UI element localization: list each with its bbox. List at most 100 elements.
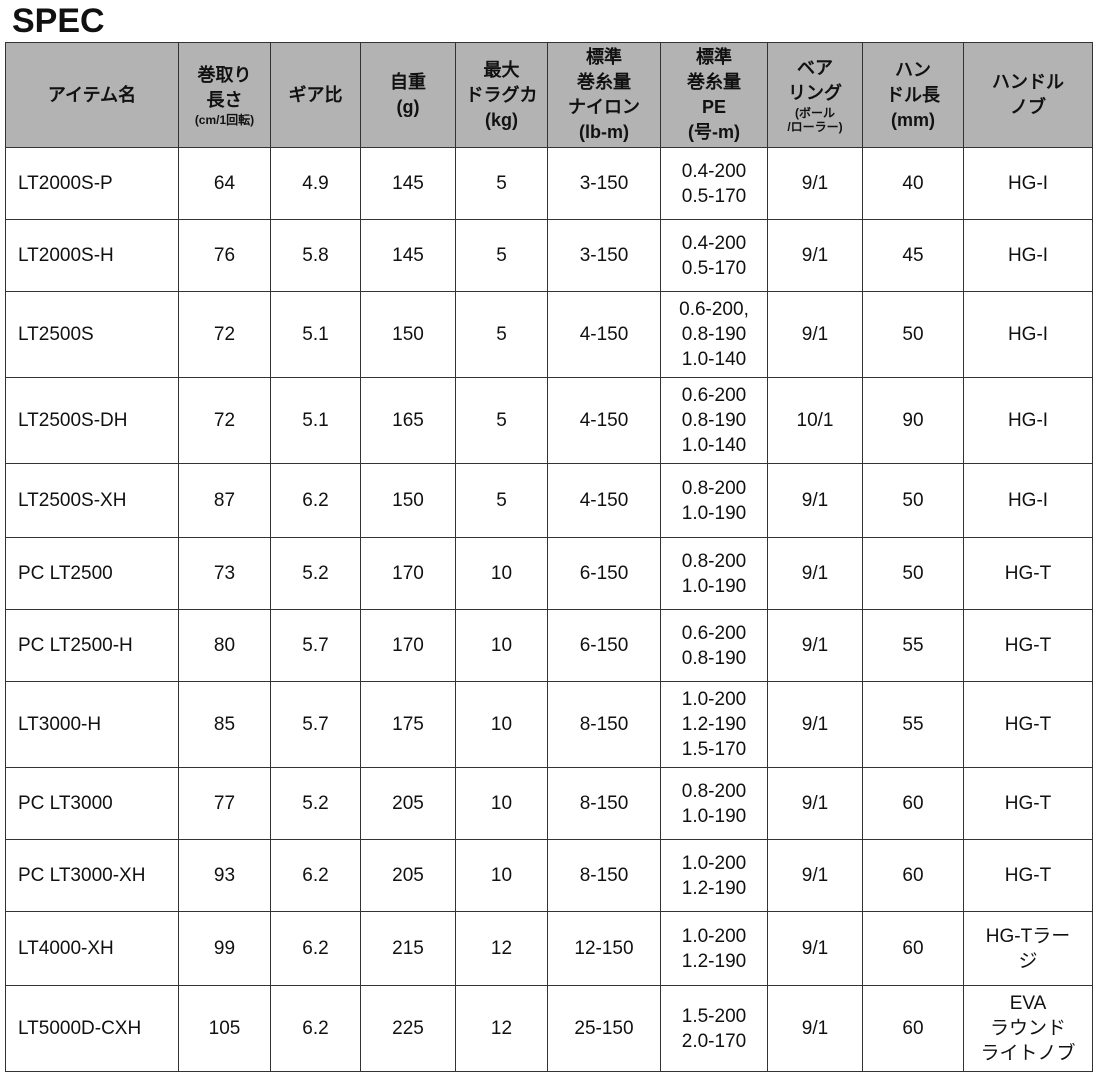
table-cell: 12 bbox=[455, 985, 548, 1072]
item-name-cell: PC LT2500 bbox=[5, 537, 179, 610]
item-name-cell: PC LT2500-H bbox=[5, 609, 179, 682]
table-cell: 6-150 bbox=[547, 609, 661, 682]
table-row: PC LT3000-XH 93 6.2 205 10 8-150 1.0-200 1.2-1… bbox=[5, 839, 1093, 912]
table-cell: 10/1 bbox=[767, 377, 863, 464]
table-cell: HG-I bbox=[963, 377, 1093, 464]
column-header-unit: (ボール /ローラー) bbox=[787, 106, 843, 134]
table-cell: 93 bbox=[178, 839, 271, 912]
table-row: LT5000D-CXH 105 6.2 225 12 25-150 1.5-200 2.0-… bbox=[5, 985, 1093, 1072]
item-name-cell: LT5000D-CXH bbox=[5, 985, 179, 1072]
column-header: 標準 巻糸量 ナイロン (lb-m) bbox=[547, 42, 661, 148]
table-cell: 10 bbox=[455, 537, 548, 610]
table-cell: 9/1 bbox=[767, 767, 863, 840]
table-cell: HG-T bbox=[963, 537, 1093, 610]
table-cell: 0.8-200 1.0-190 bbox=[660, 767, 768, 840]
table-cell: 10 bbox=[455, 767, 548, 840]
column-header: ハンドル ノブ bbox=[963, 42, 1093, 148]
table-cell: 72 bbox=[178, 377, 271, 464]
table-cell: 99 bbox=[178, 911, 271, 986]
table-cell: 9/1 bbox=[767, 839, 863, 912]
table-cell: 4-150 bbox=[547, 291, 661, 378]
table-cell: 8-150 bbox=[547, 839, 661, 912]
column-header: ギア比 bbox=[270, 42, 361, 148]
table-cell: HG-T bbox=[963, 609, 1093, 682]
table-cell: 5.7 bbox=[270, 681, 361, 768]
table-cell: 3-150 bbox=[547, 147, 661, 220]
page-title: SPEC bbox=[12, 2, 105, 40]
table-cell: 0.4-200 0.5-170 bbox=[660, 219, 768, 292]
table-row: LT2000S-H 76 5.8 145 5 3-150 0.4-200 0.5-170 9/… bbox=[5, 219, 1093, 292]
table-cell: 4-150 bbox=[547, 463, 661, 538]
table-cell: HG-I bbox=[963, 291, 1093, 378]
table-cell: 5.7 bbox=[270, 609, 361, 682]
table-row: LT2500S 72 5.1 150 5 4-150 0.6-200, 0.8-190 1.… bbox=[5, 291, 1093, 378]
table-cell: 5.1 bbox=[270, 377, 361, 464]
table-cell: 8-150 bbox=[547, 767, 661, 840]
table-cell: 205 bbox=[360, 767, 456, 840]
table-cell: 60 bbox=[862, 767, 964, 840]
table-cell: 12 bbox=[455, 911, 548, 986]
table-cell: 9/1 bbox=[767, 609, 863, 682]
table-cell: 0.4-200 0.5-170 bbox=[660, 147, 768, 220]
table-cell: HG-Tラー ジ bbox=[963, 911, 1093, 986]
table-cell: 40 bbox=[862, 147, 964, 220]
table-cell: 64 bbox=[178, 147, 271, 220]
column-header-label: 最大 ドラグカ (kg) bbox=[465, 59, 538, 130]
column-header-label: アイテム名 bbox=[47, 84, 137, 105]
table-cell: 205 bbox=[360, 839, 456, 912]
table-cell: 5.8 bbox=[270, 219, 361, 292]
table-cell: 170 bbox=[360, 537, 456, 610]
table-cell: 145 bbox=[360, 219, 456, 292]
table-cell: 9/1 bbox=[767, 463, 863, 538]
table-cell: 10 bbox=[455, 681, 548, 768]
column-header: 巻取り 長さ (cm/1回転) bbox=[178, 42, 271, 148]
table-cell: 1.0-200 1.2-190 1.5-170 bbox=[660, 681, 768, 768]
item-name-cell: PC LT3000 bbox=[5, 767, 179, 840]
table-cell: HG-T bbox=[963, 767, 1093, 840]
column-header-unit: (cm/1回転) bbox=[194, 113, 255, 127]
table-header-row: アイテム名 巻取り 長さ (cm/1回転) ギア比 自重 (g) 最大 ドラグカ (kg)… bbox=[5, 42, 1093, 148]
table-cell: 4.9 bbox=[270, 147, 361, 220]
column-header: 標準 巻糸量 PE (号-m) bbox=[660, 42, 768, 148]
table-cell: 0.6-200 0.8-190 bbox=[660, 609, 768, 682]
item-name-cell: LT4000-XH bbox=[5, 911, 179, 986]
column-header-label: 標準 巻糸量 PE (号-m) bbox=[687, 47, 741, 142]
table-row: PC LT3000 77 5.2 205 10 8-150 0.8-200 1.0-190 9… bbox=[5, 767, 1093, 840]
table-cell: 145 bbox=[360, 147, 456, 220]
table-cell: 77 bbox=[178, 767, 271, 840]
table-cell: 170 bbox=[360, 609, 456, 682]
item-name-cell: LT2500S bbox=[5, 291, 179, 378]
table-cell: 5.2 bbox=[270, 537, 361, 610]
table-row: LT2500S-XH 87 6.2 150 5 4-150 0.8-200 1.0-190 9… bbox=[5, 463, 1093, 538]
table-row: LT2500S-DH 72 5.1 165 5 4-150 0.6-200 0.8-190 … bbox=[5, 377, 1093, 464]
table-cell: 215 bbox=[360, 911, 456, 986]
table-cell: 1.0-200 1.2-190 bbox=[660, 839, 768, 912]
table-cell: 9/1 bbox=[767, 147, 863, 220]
table-cell: 45 bbox=[862, 219, 964, 292]
table-cell: 10 bbox=[455, 609, 548, 682]
table-cell: 165 bbox=[360, 377, 456, 464]
table-cell: 5 bbox=[455, 377, 548, 464]
column-header: ハン ドル長 (mm) bbox=[862, 42, 964, 148]
table-cell: 5 bbox=[455, 463, 548, 538]
table-cell: 0.6-200, 0.8-190 1.0-140 bbox=[660, 291, 768, 378]
table-cell: 150 bbox=[360, 291, 456, 378]
table-cell: 6.2 bbox=[270, 839, 361, 912]
table-cell: HG-T bbox=[963, 839, 1093, 912]
table-cell: 60 bbox=[862, 985, 964, 1072]
table-cell: HG-I bbox=[963, 219, 1093, 292]
table-row: PC LT2500-H 80 5.7 170 10 6-150 0.6-200 0.8-19… bbox=[5, 609, 1093, 682]
table-cell: 50 bbox=[862, 291, 964, 378]
table-cell: 4-150 bbox=[547, 377, 661, 464]
table-cell: 76 bbox=[178, 219, 271, 292]
table-cell: 50 bbox=[862, 537, 964, 610]
table-cell: 1.0-200 1.2-190 bbox=[660, 911, 768, 986]
table-cell: 9/1 bbox=[767, 291, 863, 378]
table-cell: 0.8-200 1.0-190 bbox=[660, 537, 768, 610]
table-cell: 105 bbox=[178, 985, 271, 1072]
spec-table: アイテム名 巻取り 長さ (cm/1回転) ギア比 自重 (g) 最大 ドラグカ (kg)… bbox=[5, 42, 1093, 1072]
table-cell: 50 bbox=[862, 463, 964, 538]
item-name-cell: LT2000S-H bbox=[5, 219, 179, 292]
item-name-cell: LT2000S-P bbox=[5, 147, 179, 220]
table-row: LT2000S-P 64 4.9 145 5 3-150 0.4-200 0.5-170 9/… bbox=[5, 147, 1093, 220]
